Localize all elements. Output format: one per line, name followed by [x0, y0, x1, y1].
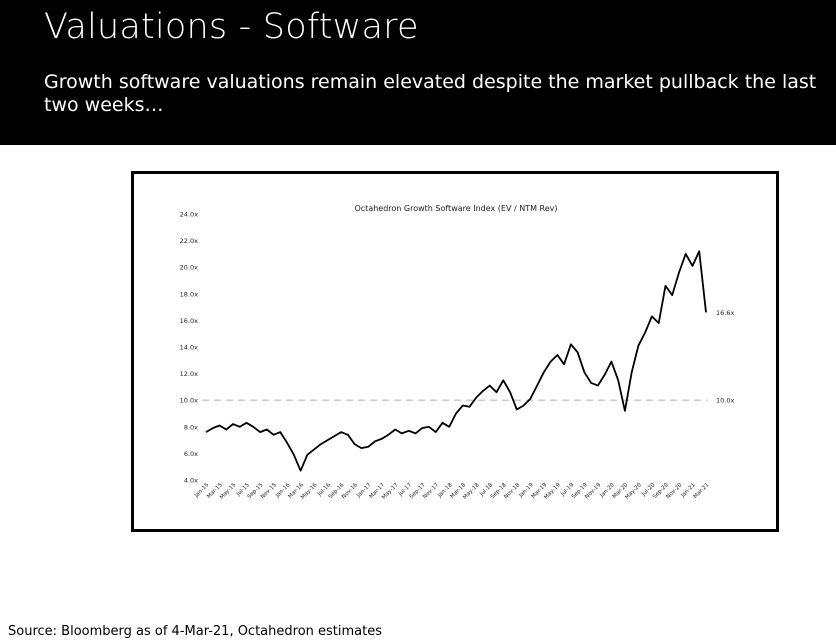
- x-axis-ticks: Jan-15Mar-15May-15Jul-15Sep-15Nov-15Jan-…: [193, 482, 710, 501]
- y-tick-label: 4.0x: [184, 477, 198, 485]
- chart-frame: Octahedron Growth Software Index (EV / N…: [131, 171, 779, 532]
- chart-title: Octahedron Growth Software Index (EV / N…: [354, 204, 557, 213]
- y-tick-label: 14.0x: [180, 344, 198, 352]
- y-axis-ticks: 4.0x 6.0x 8.0x 10.0x 12.0x 14.0x 16.0x 18.0x 20.…: [180, 211, 198, 485]
- y-tick-label: 20.0x: [180, 264, 198, 272]
- x-tick-label: Nov-20: [665, 482, 683, 500]
- line-chart: Octahedron Growth Software Index (EV / N…: [180, 204, 735, 501]
- y-tick-label: 24.0x: [180, 211, 198, 219]
- y-tick-label: 18.0x: [180, 290, 198, 298]
- slide-subtitle: Growth software valuations remain elevat…: [44, 71, 817, 116]
- y-tick-label: 10.0x: [180, 397, 198, 405]
- slide-title: Valuations - Software: [44, 7, 419, 47]
- y-tick-label: 6.0x: [184, 450, 198, 458]
- x-tick-label: Nov-19: [584, 482, 602, 500]
- x-tick-label: Nov-16: [341, 482, 359, 500]
- y-tick-label: 16.0x: [180, 317, 198, 325]
- y-tick-label: 12.0x: [180, 370, 198, 378]
- x-tick-label: Nov-17: [422, 482, 440, 500]
- y-tick-label: 22.0x: [180, 237, 198, 245]
- y-tick-label: 8.0x: [184, 423, 198, 431]
- x-tick-label: Mar-21: [693, 482, 711, 500]
- slide-header: Valuations - Software Growth software va…: [0, 0, 836, 145]
- end-value-label: 16.6x: [716, 309, 734, 317]
- reference-line-label: 10.0x: [716, 397, 734, 405]
- series-line: [205, 250, 707, 472]
- x-tick-label: Nov-15: [260, 482, 278, 500]
- source-note: Source: Bloomberg as of 4-Mar-21, Octahe…: [8, 624, 382, 639]
